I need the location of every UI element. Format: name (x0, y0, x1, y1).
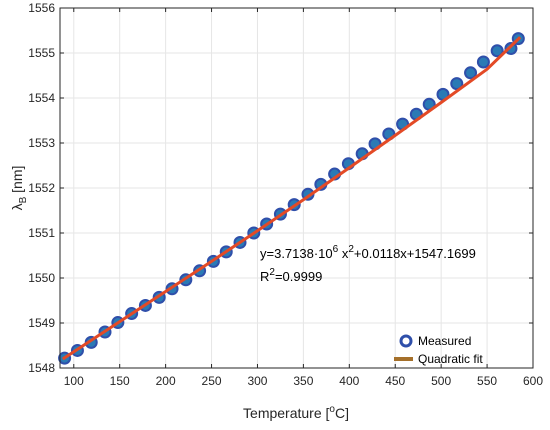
x-tick-label: 250 (202, 374, 222, 388)
ticks (60, 7, 534, 369)
x-tick-label: 450 (385, 374, 405, 388)
x-tick-label: 500 (431, 374, 451, 388)
r-squared: R2=0.9999 (260, 267, 322, 284)
y-tick-label: 1554 (28, 91, 55, 105)
legend-label-measured: Measured (418, 334, 471, 348)
data-point (476, 55, 490, 69)
y-tick-label: 1556 (28, 1, 55, 15)
y-tick-label: 1553 (28, 136, 55, 150)
x-tick-label: 200 (156, 374, 176, 388)
y-tick-label: 1551 (28, 226, 55, 240)
legend-marker-measured (399, 334, 413, 348)
data-point (504, 42, 518, 55)
x-tick-label: 150 (110, 374, 130, 388)
x-axis-label: Temperature [oC] (243, 404, 349, 421)
y-tick-label: 1548 (28, 361, 55, 375)
data-point (490, 44, 504, 58)
fit-equation: y=3.7138·106 x2+0.0118x+1547.1699 (260, 244, 476, 261)
legend-label-fit: Quadratic fit (418, 352, 483, 366)
tick-labels: 100 150 200 250 300 350 400 450 500 550 600 1548 154… (28, 1, 543, 388)
y-tick-label: 1552 (28, 181, 55, 195)
y-tick-label: 1550 (28, 271, 55, 285)
x-tick-label: 300 (247, 374, 267, 388)
x-tick-label: 400 (339, 374, 359, 388)
x-tick-label: 350 (293, 374, 313, 388)
y-axis-label: λB [nm] (9, 166, 29, 211)
data-point (464, 66, 478, 80)
x-tick-label: 600 (523, 374, 543, 388)
data-point (450, 77, 464, 91)
y-tick-label: 1549 (28, 316, 55, 330)
x-tick-label: 100 (64, 374, 84, 388)
x-tick-label: 550 (477, 374, 497, 388)
legend: Measured Quadratic fit (394, 334, 483, 366)
y-tick-label: 1555 (28, 46, 55, 60)
fit-line (61, 36, 522, 361)
quadratic-fit-line (61, 36, 522, 361)
